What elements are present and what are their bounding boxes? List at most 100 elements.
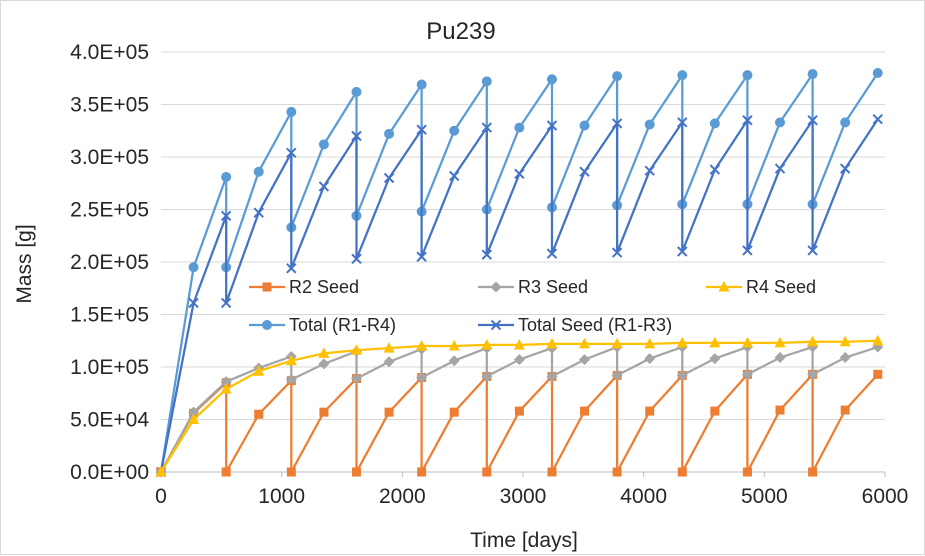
data-point	[514, 122, 525, 133]
data-point	[611, 118, 623, 129]
legend-entry: Total Seed (R1-R3)	[478, 315, 672, 335]
data-point	[448, 340, 460, 351]
legend-swatch-marker	[490, 281, 502, 293]
data-point	[350, 344, 362, 355]
data-point	[709, 164, 721, 175]
data-point	[807, 115, 818, 126]
data-point	[514, 406, 524, 416]
data-point	[774, 163, 786, 174]
chart-title: Pu239	[426, 18, 495, 45]
data-point	[742, 245, 753, 256]
data-point	[579, 354, 591, 366]
data-point	[709, 353, 721, 365]
data-point	[546, 370, 558, 382]
data-point	[840, 117, 851, 128]
data-point	[580, 406, 590, 416]
x-tick-label: 6000	[862, 485, 909, 508]
series-layer	[155, 68, 884, 478]
data-point	[220, 210, 232, 222]
data-point	[155, 466, 167, 477]
gridlines	[161, 51, 885, 420]
data-point	[481, 76, 492, 87]
data-point	[807, 335, 819, 347]
data-point	[220, 376, 232, 388]
y-tick-label: 1.5E+05	[70, 304, 149, 327]
data-point	[840, 405, 850, 415]
data-point	[188, 406, 200, 418]
data-point	[188, 262, 199, 273]
data-point	[546, 248, 558, 259]
y-axis-title: Mass [g]	[13, 224, 36, 303]
legend-swatch-marker	[718, 281, 730, 292]
data-point	[351, 86, 362, 97]
series-line	[160, 373, 879, 474]
data-point	[481, 122, 493, 133]
data-point	[677, 70, 688, 81]
x-tick-label: 4000	[620, 485, 667, 508]
data-point	[351, 130, 362, 142]
y-tick-label: 3.5E+05	[70, 94, 149, 117]
legend-label: R4 Seed	[746, 277, 816, 297]
data-point	[481, 338, 493, 350]
data-point	[677, 467, 687, 477]
data-point	[383, 356, 395, 368]
x-tick-label: 0	[155, 485, 167, 508]
data-point	[416, 124, 427, 135]
data-point	[383, 342, 395, 353]
data-point	[416, 340, 428, 351]
data-point	[807, 368, 819, 380]
series-r2-seed	[156, 369, 883, 477]
data-point	[644, 119, 655, 130]
data-point	[741, 336, 753, 348]
x-tick-label: 2000	[379, 485, 426, 508]
data-point	[318, 347, 330, 358]
data-point	[774, 352, 786, 364]
data-point	[449, 407, 459, 417]
data-point	[644, 353, 656, 365]
data-point	[579, 120, 590, 131]
legend-entry: R2 Seed	[249, 277, 359, 297]
y-tick-label: 3.0E+05	[70, 146, 149, 169]
data-point	[449, 125, 460, 136]
data-point	[253, 365, 265, 376]
data-point	[384, 128, 395, 139]
y-tick-label: 0.0E+00	[70, 461, 149, 484]
data-point	[286, 263, 297, 274]
y-tick-label: 1.0E+05	[70, 356, 149, 379]
data-point	[350, 373, 362, 385]
data-point	[383, 172, 395, 184]
data-point	[318, 358, 330, 370]
data-point	[612, 467, 622, 477]
data-point	[384, 407, 394, 417]
y-tick-label: 5.0E+04	[70, 409, 149, 432]
legend-label: R3 Seed	[518, 277, 588, 297]
data-point	[612, 71, 623, 82]
x-tick-label: 5000	[741, 485, 788, 508]
data-point	[807, 245, 818, 256]
data-point	[220, 297, 232, 309]
data-point	[873, 369, 883, 379]
data-point	[872, 68, 883, 78]
data-point	[416, 79, 427, 90]
data-point	[677, 117, 688, 128]
data-point	[611, 337, 623, 349]
data-point	[286, 147, 297, 159]
data-point	[839, 163, 851, 174]
data-point	[253, 166, 264, 177]
data-point	[774, 336, 786, 348]
data-point	[645, 406, 655, 416]
data-point	[221, 467, 231, 477]
data-point	[676, 369, 688, 381]
data-point	[579, 166, 590, 177]
data-point	[709, 118, 720, 129]
x-axis-title: Time [days]	[470, 529, 578, 552]
data-point	[872, 113, 883, 125]
legend-label: R2 Seed	[289, 277, 359, 297]
data-point	[546, 337, 558, 349]
y-tick-label: 4.0E+05	[70, 41, 149, 64]
y-tick-label: 2.0E+05	[70, 251, 149, 274]
data-point	[741, 368, 753, 380]
legend: R2 Seed R3 Seed R4 Seed Total (R1-R4) Total …	[249, 277, 816, 335]
